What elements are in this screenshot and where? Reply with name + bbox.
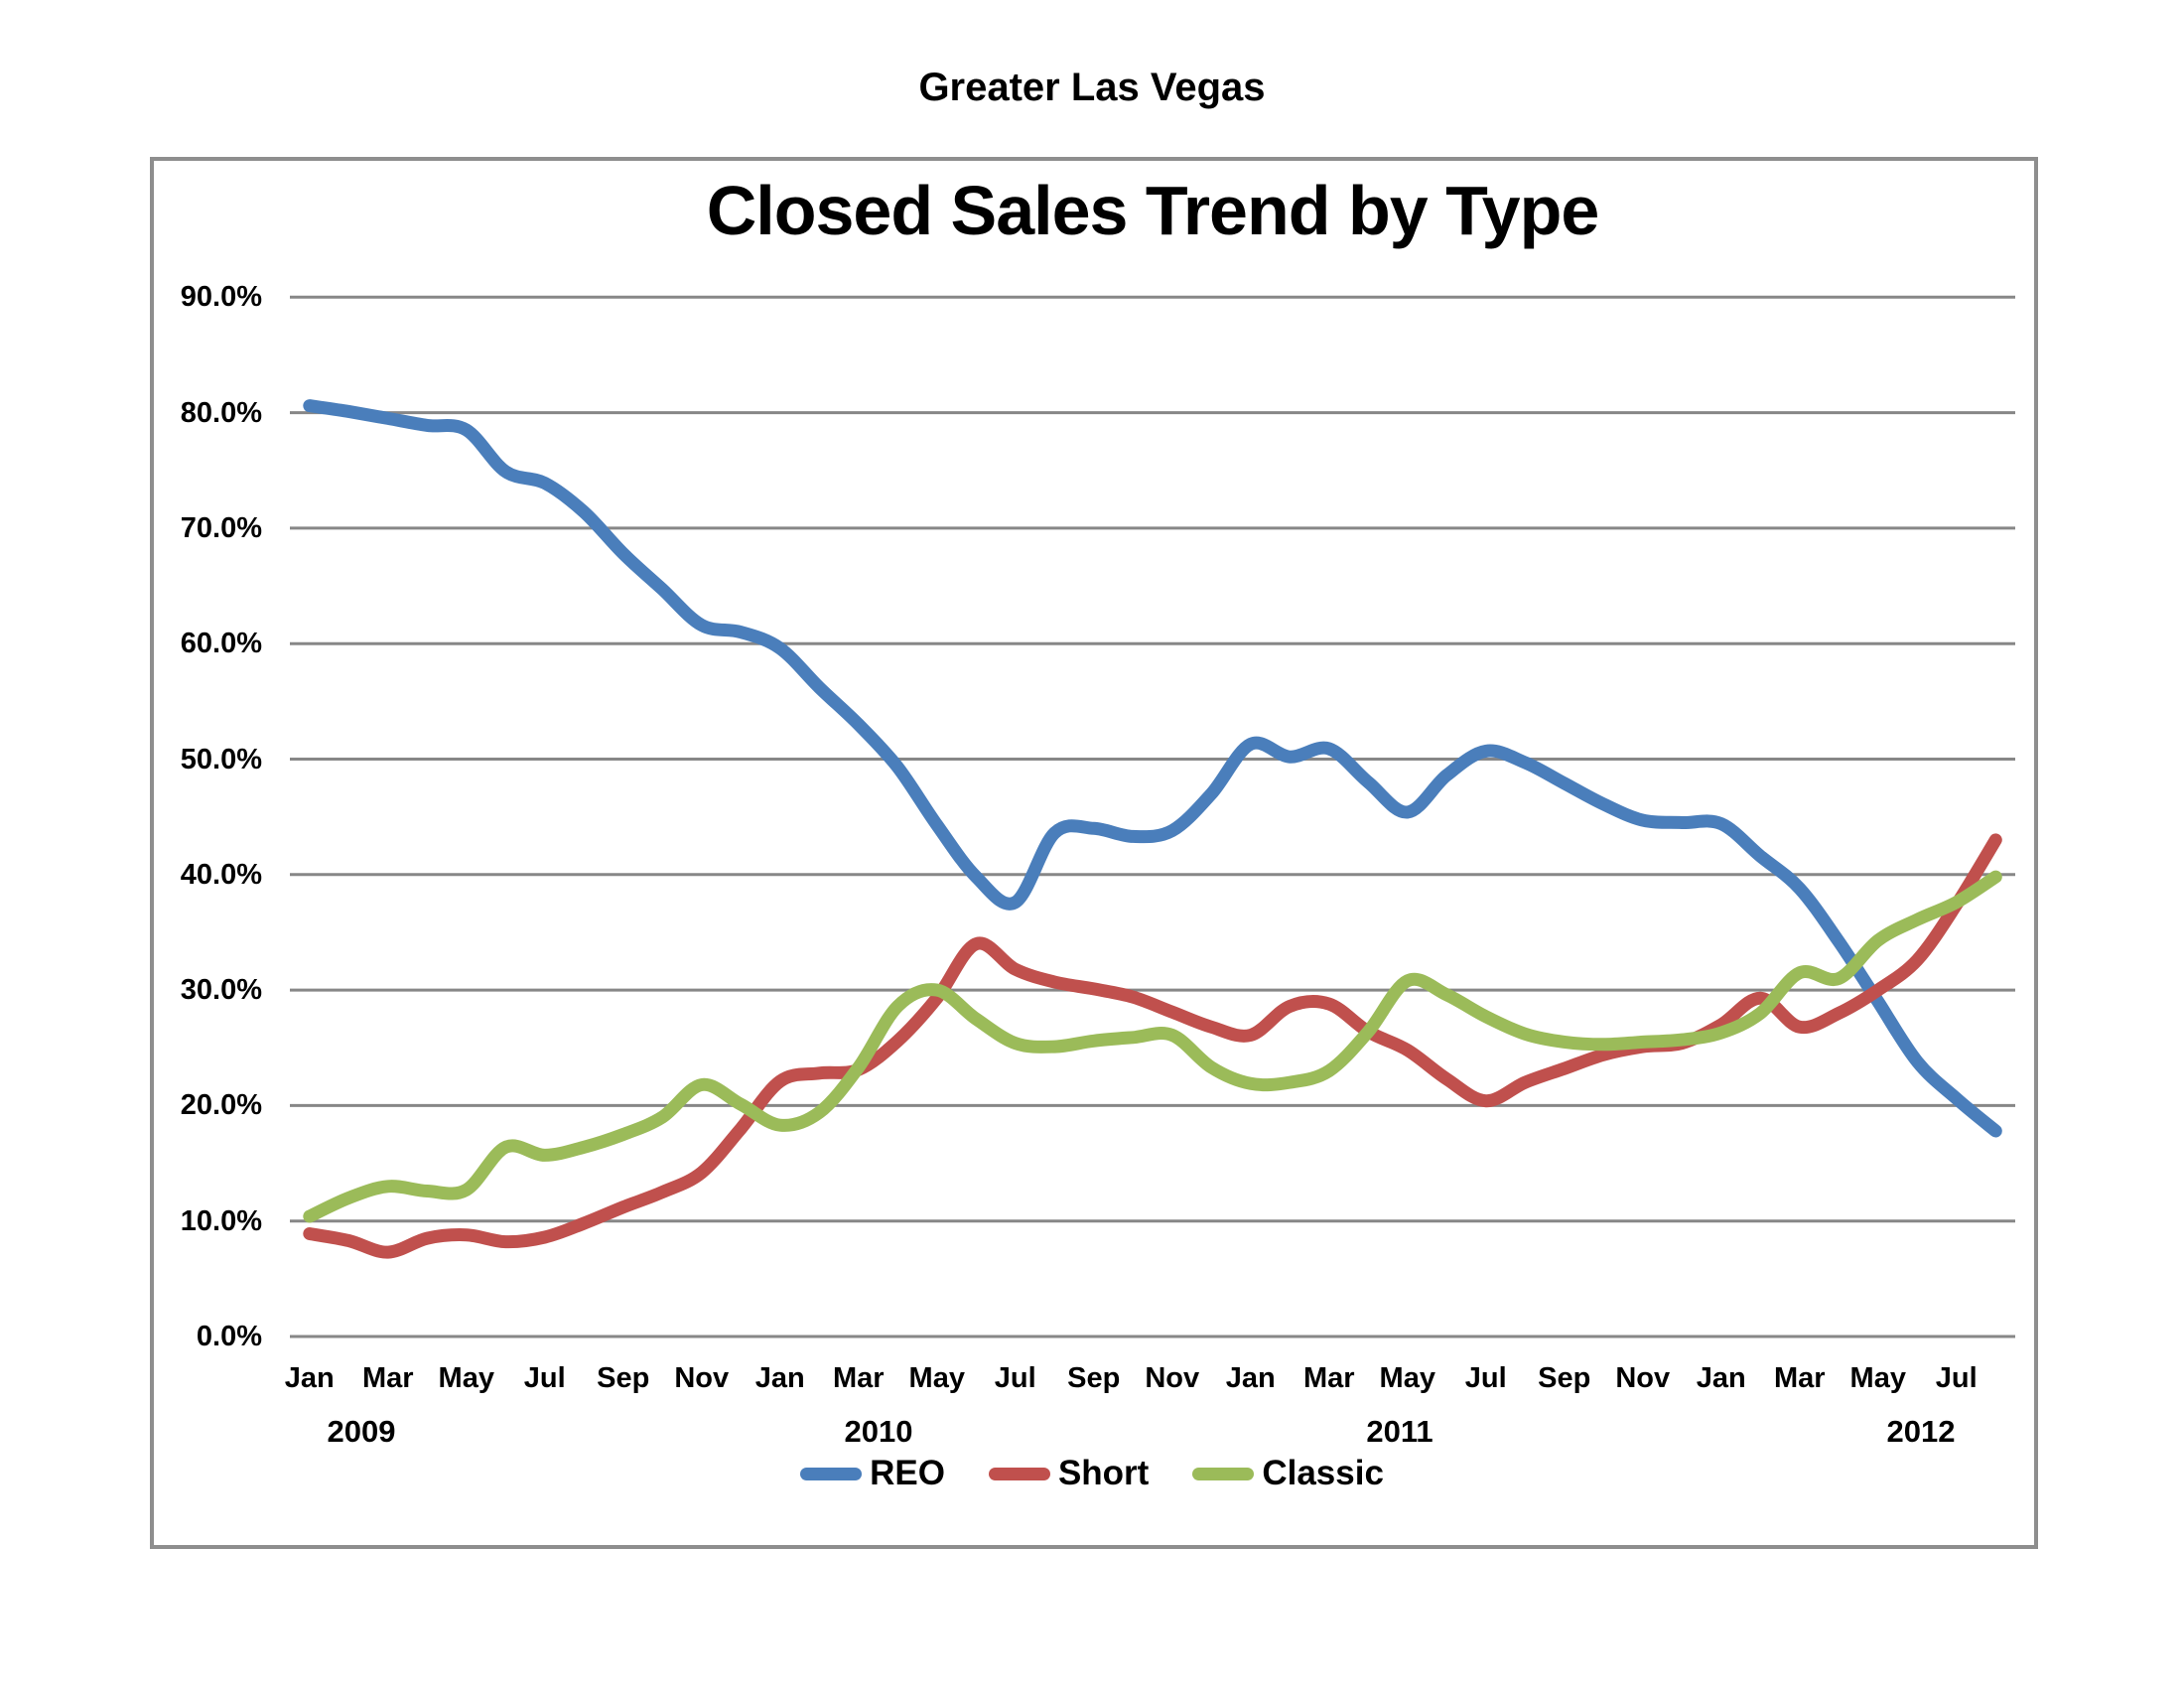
y-axis-label: 80.0% — [180, 396, 262, 429]
legend-swatch-classic — [1192, 1467, 1255, 1480]
x-axis-label: May — [1379, 1362, 1435, 1394]
x-axis-label: May — [438, 1362, 494, 1394]
x-axis-label: Sep — [1538, 1362, 1591, 1394]
series-line-classic — [303, 870, 2002, 1223]
legend-label: REO — [870, 1454, 945, 1492]
x-axis-label: Jul — [523, 1362, 566, 1394]
x-axis-label: Jan — [1696, 1362, 1746, 1394]
x-axis-label: Mar — [832, 1362, 885, 1394]
legend-item-short: Short — [988, 1454, 1150, 1493]
chart-frame — [150, 157, 2038, 1549]
x-axis-label: Jan — [1225, 1362, 1276, 1394]
y-axis-label: 20.0% — [180, 1089, 262, 1122]
year-label: 2010 — [844, 1414, 913, 1449]
x-axis-label: Mar — [361, 1362, 414, 1394]
y-axis-label: 70.0% — [180, 511, 262, 544]
y-axis-label: 30.0% — [180, 974, 262, 1007]
x-axis-label: Jan — [284, 1362, 335, 1394]
y-axis-label: 90.0% — [180, 281, 262, 314]
x-axis-label: Jan — [754, 1362, 805, 1394]
legend-swatch-short — [988, 1467, 1050, 1480]
page-header: Greater Las Vegas — [918, 66, 1266, 109]
x-axis-label: Jul — [994, 1362, 1036, 1394]
x-axis-label: Sep — [1067, 1362, 1121, 1394]
legend-swatch-reo — [800, 1467, 863, 1480]
x-axis-label: Jul — [1935, 1362, 1978, 1394]
legend-label: Short — [1057, 1454, 1150, 1492]
x-axis-label: Sep — [597, 1362, 650, 1394]
legend-item-classic: Classic — [1192, 1454, 1384, 1493]
x-axis-label: May — [1849, 1362, 1906, 1394]
series-line-reo — [303, 399, 2002, 1138]
x-axis-label: Jul — [1464, 1362, 1507, 1394]
legend-item-reo: REO — [800, 1454, 945, 1493]
x-axis-label: Mar — [1302, 1362, 1355, 1394]
series-line-short — [303, 833, 2002, 1259]
y-axis-label: 50.0% — [180, 743, 262, 775]
legend-label: Classic — [1262, 1454, 1384, 1492]
x-axis-label: Nov — [1145, 1362, 1200, 1394]
x-axis-label: Nov — [1615, 1362, 1671, 1394]
x-axis-label: May — [908, 1362, 965, 1394]
chart-title: Closed Sales Trend by Type — [706, 172, 1600, 249]
y-axis-label: 60.0% — [180, 628, 262, 660]
y-axis-label: 0.0% — [196, 1321, 262, 1352]
year-label: 2009 — [327, 1414, 396, 1449]
y-axis-label: 10.0% — [180, 1204, 262, 1237]
year-label: 2011 — [1366, 1414, 1433, 1449]
x-axis-label: Nov — [674, 1362, 730, 1394]
year-label: 2012 — [1886, 1414, 1956, 1449]
y-axis-label: 40.0% — [180, 858, 262, 891]
x-axis-label: Mar — [1773, 1362, 1826, 1394]
chart-legend: REO Short Classic — [0, 1454, 2184, 1493]
